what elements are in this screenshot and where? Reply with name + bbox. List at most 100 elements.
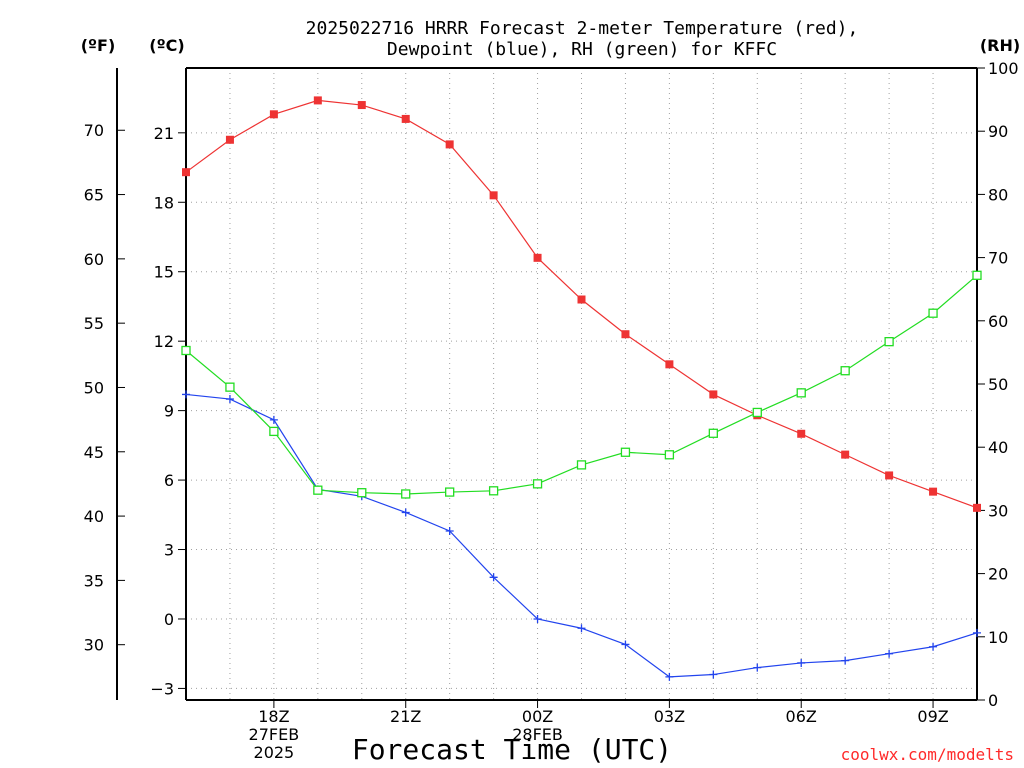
celsius-tick-label: −3	[150, 679, 174, 698]
rh-point	[532, 479, 543, 489]
x-tick-label: 27FEB	[249, 725, 300, 744]
x-tick-label: 18Z	[258, 707, 289, 726]
rh-point	[840, 366, 850, 376]
temperature-point	[885, 471, 894, 480]
dewpoint-point	[533, 614, 542, 623]
rh-point	[357, 488, 367, 498]
celsius-tick-label: 3	[164, 541, 174, 560]
x-tick-label: 21Z	[390, 707, 421, 726]
rh-tick-label: 30	[988, 501, 1008, 520]
fahrenheit-tick-label: 70	[84, 121, 104, 140]
axes	[116, 67, 978, 701]
x-axis-title: Forecast Time (UTC)	[352, 733, 672, 766]
fahrenheit-tick-label: 40	[84, 507, 104, 526]
fahrenheit-tick-label: 35	[84, 571, 104, 590]
rh-point	[796, 388, 806, 398]
credit-label: coolwx.com/modelts	[841, 745, 1014, 764]
axis-unit-labels: (ºF) (ºC) (RH)	[81, 36, 1020, 55]
rh-tick-label: 50	[988, 375, 1008, 394]
series-line	[185, 99, 978, 509]
temperature-point	[489, 191, 498, 200]
celsius-tick-label: 6	[164, 471, 174, 490]
rh-tick-label: 0	[988, 691, 998, 710]
fahrenheit-tick-label: 60	[84, 250, 104, 269]
celsius-tick-label: 18	[154, 193, 174, 212]
rh-unit-label: (RH)	[980, 36, 1020, 55]
celsius-tick-label: 9	[164, 402, 174, 421]
rh-point	[269, 426, 279, 437]
rh-point	[488, 486, 499, 496]
dewpoint-point	[885, 649, 894, 658]
fahrenheit-unit-label: (ºF)	[81, 36, 116, 55]
dewpoint-point	[577, 624, 586, 633]
rh-point	[401, 489, 411, 499]
x-tick-label: 06Z	[786, 707, 817, 726]
temperature-point	[577, 295, 586, 304]
temperature-point	[841, 450, 850, 459]
rh-tick-label: 10	[988, 628, 1008, 647]
dewpoint-point	[621, 640, 630, 649]
rh-tick-label: 100	[988, 59, 1019, 78]
rh-tick-label: 60	[988, 312, 1008, 331]
celsius-tick-label: 21	[154, 124, 174, 143]
celsius-unit-label: (ºC)	[149, 36, 184, 55]
temperature-point	[445, 140, 454, 149]
dewpoint-point	[709, 670, 718, 679]
dewpoint-point	[841, 656, 850, 665]
fahrenheit-tick-label: 50	[84, 378, 104, 397]
series-line	[185, 393, 978, 678]
rh-point	[620, 447, 631, 457]
dewpoint-point	[401, 508, 410, 517]
temperature-point	[797, 429, 806, 438]
x-tick-label: 03Z	[654, 707, 685, 726]
temperature-point	[621, 330, 630, 339]
temperature-point	[269, 110, 278, 119]
rh-tick-label: 90	[988, 122, 1008, 141]
dewpoint-point	[929, 642, 938, 651]
rh-tick-label: 80	[988, 185, 1008, 204]
temperature-point	[401, 114, 410, 123]
dewpoint-point	[182, 390, 190, 399]
chart-title-line: Dewpoint (blue), RH (green) for KFFC	[387, 39, 777, 60]
dewpoint-point	[489, 573, 498, 582]
rh-point	[576, 460, 587, 470]
fahrenheit-tick-label: 30	[84, 636, 104, 655]
temperature-point	[973, 503, 981, 512]
chart-title-line: 2025022716 HRRR Forecast 2-meter Tempera…	[306, 18, 859, 39]
series-temperature	[182, 96, 981, 512]
x-tick-label: 00Z	[522, 707, 553, 726]
chart-title: 2025022716 HRRR Forecast 2-meter Tempera…	[306, 18, 859, 60]
dewpoint-point	[665, 672, 674, 681]
x-tick-label: 2025	[254, 743, 295, 762]
rh-point	[225, 382, 235, 392]
dewpoint-point	[753, 663, 762, 672]
dewpoint-point	[797, 658, 806, 667]
temperature-point	[665, 360, 674, 369]
fahrenheit-tick-label: 45	[84, 443, 104, 462]
x-tick-label: 09Z	[917, 707, 948, 726]
temperature-point	[709, 390, 718, 399]
celsius-tick-label: 12	[154, 332, 174, 351]
celsius-tick-label: 0	[164, 610, 174, 629]
rh-point	[752, 407, 762, 418]
rh-point	[664, 450, 675, 460]
fahrenheit-tick-label: 55	[84, 314, 104, 333]
fahrenheit-tick-label: 65	[84, 186, 104, 205]
rh-point	[884, 337, 894, 347]
data-series	[181, 96, 982, 681]
temperature-point	[929, 487, 938, 496]
rh-point	[972, 270, 982, 280]
dewpoint-point	[445, 527, 454, 536]
temperature-point	[313, 96, 322, 105]
rh-tick-label: 20	[988, 565, 1008, 584]
series-rh	[181, 270, 982, 499]
dewpoint-point	[973, 628, 981, 637]
rh-point	[181, 345, 191, 356]
temperature-point	[533, 253, 542, 262]
rh-point	[313, 485, 323, 495]
rh-point	[928, 308, 938, 318]
grid	[186, 68, 977, 700]
x-tick-label: 28FEB	[512, 725, 563, 744]
dewpoint-point	[225, 395, 234, 404]
